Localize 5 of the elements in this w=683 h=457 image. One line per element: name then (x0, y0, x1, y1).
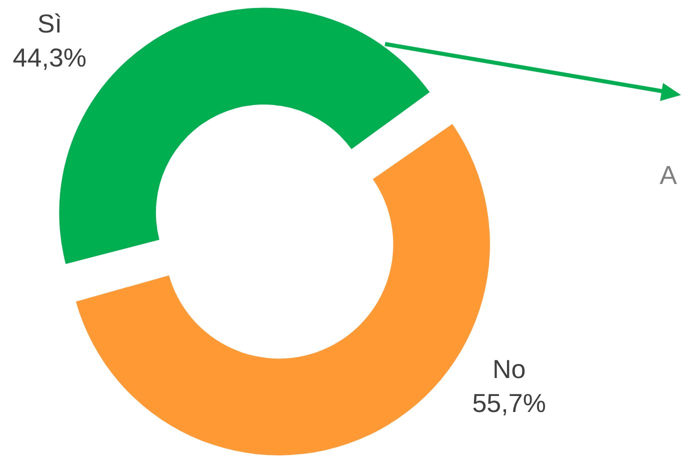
data-label: 55,7% (472, 388, 546, 418)
text: A (660, 160, 677, 191)
slice-label: Sì (37, 8, 62, 38)
slice-label: No (492, 354, 526, 384)
data-label: 44,3% (12, 42, 87, 72)
